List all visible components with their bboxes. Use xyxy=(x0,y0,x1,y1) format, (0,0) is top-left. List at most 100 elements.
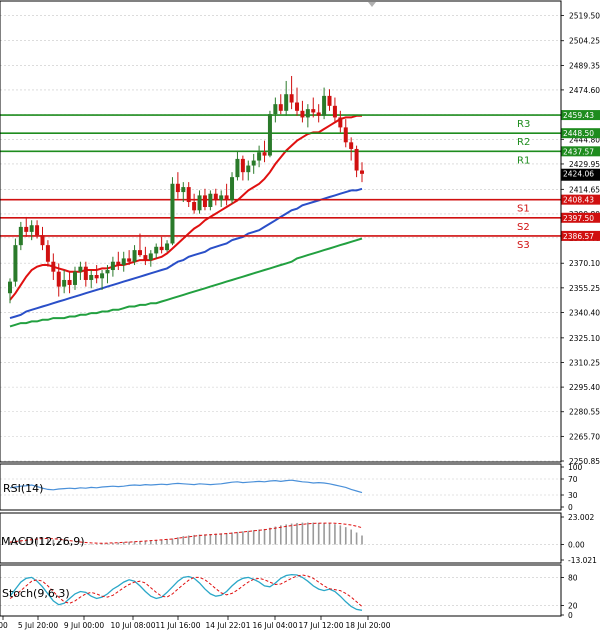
panel-frame xyxy=(0,0,562,463)
stoch-grid xyxy=(0,577,561,606)
price-tick-label: 2504.25 xyxy=(569,37,600,46)
time-tick-label: 18 Jul 20:00 xyxy=(346,621,391,630)
price-tick-label: 2519.50 xyxy=(569,11,600,20)
scroll-shift-marker[interactable] xyxy=(368,2,376,7)
panel-tick-label: 0 xyxy=(568,503,573,512)
level-tag-bg xyxy=(561,128,600,139)
level-name: R1 xyxy=(517,155,530,166)
last-price-label: 2424.06 xyxy=(563,170,594,179)
candle-body xyxy=(45,245,50,262)
candle-body xyxy=(262,152,267,156)
candle-body xyxy=(18,226,23,246)
level-tags: 2459.43 2448.50 2437.57 2408.43 2397.50 2386.… xyxy=(561,110,600,241)
level-tag-label: 2386.57 xyxy=(563,232,594,241)
candle-body xyxy=(327,95,332,106)
time-tick-label: 00 xyxy=(0,621,8,630)
level-name: S1 xyxy=(517,204,530,215)
rsi-title: RSI(14) xyxy=(3,482,43,495)
candle-body xyxy=(316,112,321,116)
candle-body xyxy=(343,127,348,143)
level-name: S2 xyxy=(517,222,530,233)
candle-body xyxy=(170,183,175,244)
level-names: R3 R2 R1 S1 S2 S3 xyxy=(517,119,530,251)
candles xyxy=(8,75,364,304)
time-tick-label: 5 Jul 20:00 xyxy=(18,621,58,630)
price-tick-label: 2280.55 xyxy=(569,408,600,417)
rsi-plot xyxy=(9,479,363,494)
candle-body xyxy=(305,109,310,118)
price-tick-label: 2489.35 xyxy=(569,61,600,70)
level-tag-label: 2397.50 xyxy=(563,214,594,223)
price-tick-label: 2310.25 xyxy=(569,358,600,367)
candle-body xyxy=(349,142,354,149)
time-tick-label: 9 Jul 00:00 xyxy=(64,621,104,630)
level-tag-label: 2448.50 xyxy=(563,129,594,138)
candle-body xyxy=(230,177,235,201)
candle-body xyxy=(159,246,164,251)
price-tick-label: 2429.95 xyxy=(569,160,600,169)
candle-body xyxy=(29,225,34,232)
ma-slow-line xyxy=(9,237,363,328)
last-price-tag-bg xyxy=(561,168,600,181)
candle-body xyxy=(24,226,29,232)
time-tick-label: 16 Jul 04:00 xyxy=(253,621,298,630)
panel-tick-label: 70 xyxy=(568,475,578,484)
stoch-main-line xyxy=(9,573,363,611)
candle-body xyxy=(192,202,197,211)
candle-body xyxy=(51,261,56,272)
candle-body xyxy=(154,246,159,254)
time-tick-label: 10 Jul 08:00 xyxy=(111,621,156,630)
rsi-line xyxy=(9,479,363,494)
time-tick-label: 17 Jul 12:00 xyxy=(299,621,344,630)
candle-body xyxy=(300,110,305,118)
candle-body xyxy=(100,273,105,279)
level-lines xyxy=(0,114,561,237)
level-tag-label: 2408.43 xyxy=(563,196,594,205)
candle-body xyxy=(267,114,272,156)
candle-body xyxy=(175,183,180,193)
level-tag-bg xyxy=(561,212,600,223)
panel-tick-label: 20 xyxy=(568,602,578,611)
candle-body xyxy=(121,258,126,266)
candle-body xyxy=(143,255,148,261)
panel-tick-label: 100 xyxy=(568,463,583,472)
panel-tick-label: 30 xyxy=(568,491,578,500)
candle-body xyxy=(251,160,256,166)
candle-body xyxy=(186,187,191,203)
panel-tick-label: 80 xyxy=(568,573,578,582)
level-tag-bg xyxy=(561,230,600,241)
candle-body xyxy=(105,270,110,274)
ma-mid-line xyxy=(9,187,363,320)
panel-tick-label: 0 xyxy=(568,611,573,620)
panel-tick-label: -13.021 xyxy=(568,556,597,565)
macd-panel: 23.002 0.00 -13.021 MACD(12,26,9) xyxy=(0,513,597,565)
level-tag-label: 2437.57 xyxy=(563,147,594,156)
rsi-grid xyxy=(0,478,561,496)
main-panel: 2519.502504.252489.352474.602459.702444.… xyxy=(0,2,600,466)
candle-body xyxy=(311,109,316,113)
level-name: R3 xyxy=(517,119,530,130)
candle-body xyxy=(89,274,94,280)
price-tick-label: 2250.85 xyxy=(569,457,600,466)
candle-body xyxy=(67,279,72,285)
stoch-signal-line xyxy=(9,574,363,607)
candle-body xyxy=(137,250,142,256)
candle-body xyxy=(110,261,115,271)
candle-body xyxy=(40,235,45,246)
time-tick-label: 11 Jul 16:00 xyxy=(156,621,201,630)
price-tick-label: 2474.60 xyxy=(569,86,600,95)
candle-body xyxy=(13,245,18,282)
candle-body xyxy=(208,193,213,207)
candle-body xyxy=(257,152,262,161)
candle-body xyxy=(289,94,294,103)
rsi-panel: 100 70 30 0 RSI(14) xyxy=(0,463,583,512)
price-tick-label: 2265.70 xyxy=(569,432,600,441)
candle-body xyxy=(181,187,186,193)
price-tick-label: 2325.10 xyxy=(569,334,600,343)
main-grid xyxy=(0,15,561,462)
macd-plot xyxy=(9,522,363,545)
candle-body xyxy=(360,170,364,174)
candle-body xyxy=(246,165,251,173)
